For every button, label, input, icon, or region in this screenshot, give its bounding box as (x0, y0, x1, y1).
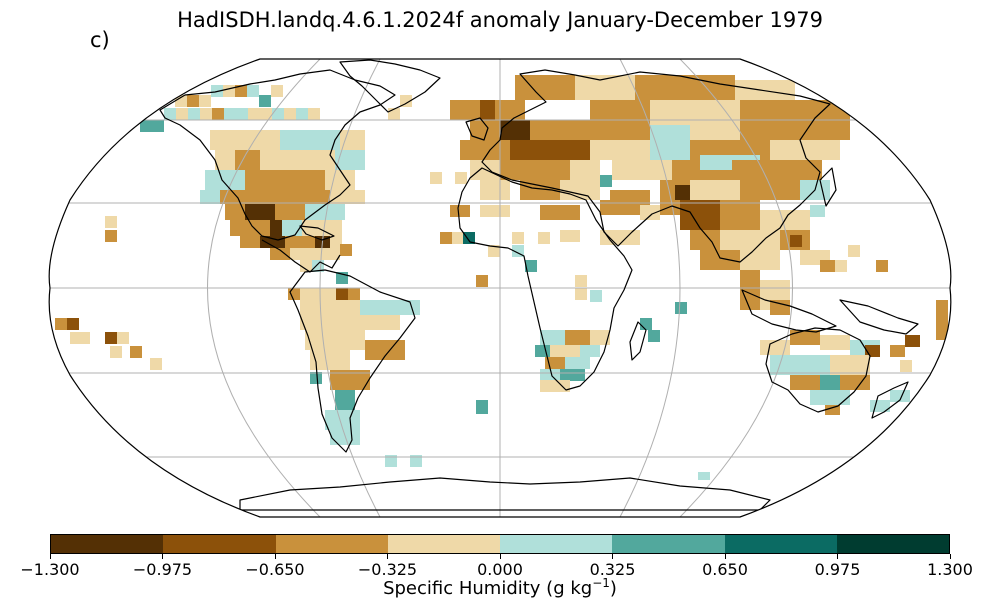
colorbar-tick (49, 554, 51, 559)
colorbar-tick (274, 554, 276, 559)
colorbar-tick-label: −0.325 (357, 560, 418, 579)
colorbar-segment (51, 535, 164, 553)
coastlines (159, 59, 919, 511)
colorbar-tick (387, 554, 388, 559)
world-map (48, 58, 952, 518)
colorbar-segment (836, 535, 949, 553)
colorbar-tick (837, 554, 838, 559)
data-cells (55, 75, 948, 480)
colorbar-segment (163, 535, 276, 553)
colorbar-tick-label: 1.300 (927, 560, 973, 579)
colorbar (50, 534, 950, 554)
colorbar-tick (612, 554, 613, 559)
colorbar-segment (724, 535, 837, 553)
colorbar-tick (724, 554, 726, 559)
colorbar-tick-label: 0.650 (702, 560, 748, 579)
colorbar-tick (499, 554, 501, 559)
colorbar-title: Specific Humidity (g kg−1) (383, 576, 617, 599)
colorbar-tick-label: 0.975 (814, 560, 861, 579)
colorbar-tick (162, 554, 163, 559)
colorbar-segment (500, 535, 613, 553)
colorbar-tick-label: 0.325 (589, 560, 636, 579)
colorbar-segment (612, 535, 725, 553)
colorbar-segment (387, 535, 500, 553)
panel-label: c) (90, 28, 110, 52)
colorbar-tick-label: −0.650 (245, 560, 305, 579)
graticule (49, 59, 951, 517)
colorbar-segment (275, 535, 388, 553)
map-title: HadISDH.landq.4.6.1.2024f anomaly Januar… (177, 8, 823, 32)
colorbar-tick-label: 0.000 (477, 560, 523, 579)
colorbar-tick (949, 554, 951, 559)
map-boundary (48, 58, 952, 518)
colorbar-tick-label: −1.300 (20, 560, 80, 579)
colorbar-tick-label: −0.975 (132, 560, 193, 579)
